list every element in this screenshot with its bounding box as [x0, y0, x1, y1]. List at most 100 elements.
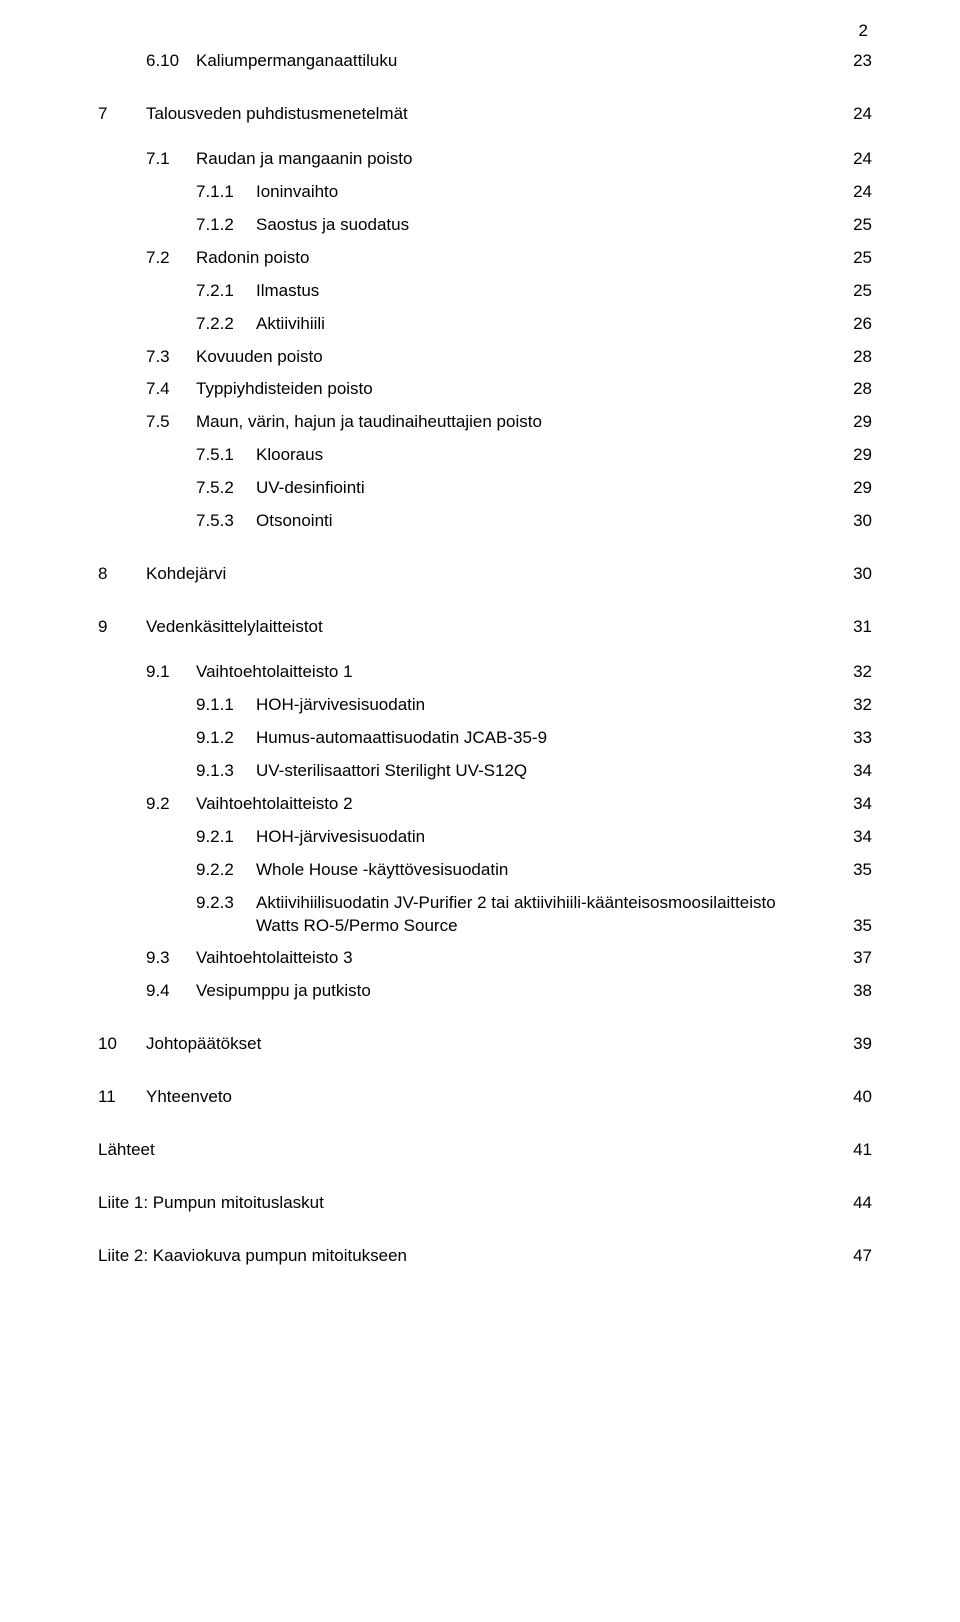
- toc-entry: 9.1.3UV-sterilisaattori Sterilight UV-S1…: [98, 760, 872, 783]
- toc-entry: 9.2.3Aktiivihiilisuodatin JV-Purifier 2 …: [98, 892, 872, 938]
- toc-entry-label: HOH-järvivesisuodatin: [256, 826, 840, 849]
- toc-entry-label: HOH-järvivesisuodatin: [256, 694, 840, 717]
- toc-entry: 7.3Kovuuden poisto28: [98, 346, 872, 369]
- toc-entry-page: 23: [840, 50, 872, 73]
- toc-entry-page: 31: [840, 616, 872, 639]
- toc-entry-number: 7.2.2: [196, 313, 256, 336]
- toc-entry-page: 41: [840, 1139, 872, 1162]
- toc-entry-label: Aktiivihiili: [256, 313, 840, 336]
- toc-entry-number: 9.1.1: [196, 694, 256, 717]
- toc-entry: 9Vedenkäsittelylaitteistot31: [98, 616, 872, 639]
- toc-entry-label: Whole House -käyttövesisuodatin: [256, 859, 840, 882]
- toc-entry-number: 9.2.3: [196, 892, 256, 915]
- toc-entry: 9.2.1HOH-järvivesisuodatin34: [98, 826, 872, 849]
- toc-entry-label: Saostus ja suodatus: [256, 214, 840, 237]
- toc-entry-page: 40: [840, 1086, 872, 1109]
- toc-entry: 9.4Vesipumppu ja putkisto38: [98, 980, 872, 1003]
- toc-entry-number: 7.5.1: [196, 444, 256, 467]
- toc-entry-number: 7.2: [146, 247, 196, 270]
- toc-entry-number: 8: [98, 563, 146, 586]
- toc-entry-number: 9.2: [146, 793, 196, 816]
- toc-entry: 6.10Kaliumpermanganaattiluku23: [98, 50, 872, 73]
- toc-entry-page: 30: [840, 510, 872, 533]
- toc-entry: 7.5Maun, värin, hajun ja taudinaiheuttaj…: [98, 411, 872, 434]
- toc-entry-page: 47: [840, 1245, 872, 1268]
- toc-entry: 10Johtopäätökset39: [98, 1033, 872, 1056]
- toc-entry-label-line1: Aktiivihiilisuodatin JV-Purifier 2 tai a…: [256, 893, 776, 912]
- toc-entry: 7.5.1Klooraus29: [98, 444, 872, 467]
- toc-entry-label: Kaliumpermanganaattiluku: [196, 50, 840, 73]
- toc-entry-page: 33: [840, 727, 872, 750]
- toc-entry: 9.1Vaihtoehtolaitteisto 132: [98, 661, 872, 684]
- toc-entry-label: Johtopäätökset: [146, 1033, 840, 1056]
- toc-entry: 7.1.1Ioninvaihto24: [98, 181, 872, 204]
- toc-entry-page: 39: [840, 1033, 872, 1056]
- toc-entry-label-line2: Watts RO-5/Permo Source: [256, 915, 828, 938]
- toc-entry-page: 28: [840, 346, 872, 369]
- toc-entry-page: 37: [840, 947, 872, 970]
- toc-entry-number: 9.2.1: [196, 826, 256, 849]
- toc-entry-label: Raudan ja mangaanin poisto: [196, 148, 840, 171]
- toc-entry-page: 24: [840, 148, 872, 171]
- toc-entry-page: 44: [840, 1192, 872, 1215]
- toc-entry: 7.1Raudan ja mangaanin poisto24: [98, 148, 872, 171]
- toc-entry-label: Vaihtoehtolaitteisto 2: [196, 793, 840, 816]
- toc-entry-page: 34: [840, 793, 872, 816]
- page-number: 2: [859, 20, 868, 43]
- toc-entry: 7.4Typpiyhdisteiden poisto28: [98, 378, 872, 401]
- toc-entry-label: Vesipumppu ja putkisto: [196, 980, 840, 1003]
- toc-entry-page: 30: [840, 563, 872, 586]
- toc-entry-page: 25: [840, 247, 872, 270]
- toc-entry-label: Liite 2: Kaaviokuva pumpun mitoitukseen: [98, 1245, 840, 1268]
- toc-entry: 9.1.1HOH-järvivesisuodatin32: [98, 694, 872, 717]
- toc-entry-label: Otsonointi: [256, 510, 840, 533]
- toc-entry-label: Vaihtoehtolaitteisto 3: [196, 947, 840, 970]
- toc-entry-number: 7.5: [146, 411, 196, 434]
- toc-entry: 9.1.2Humus-automaattisuodatin JCAB-35-93…: [98, 727, 872, 750]
- toc-entry-number: 7.2.1: [196, 280, 256, 303]
- toc-entry-number: 10: [98, 1033, 146, 1056]
- toc-entry-label: Klooraus: [256, 444, 840, 467]
- toc-entry: 7.1.2Saostus ja suodatus25: [98, 214, 872, 237]
- toc-entry: 9.2.2Whole House -käyttövesisuodatin35: [98, 859, 872, 882]
- toc-entry-page: 25: [840, 214, 872, 237]
- toc-entry-page: 34: [840, 760, 872, 783]
- toc-entry: 11Yhteenveto40: [98, 1086, 872, 1109]
- toc-entry-number: 7.3: [146, 346, 196, 369]
- toc-entry-page: 32: [840, 694, 872, 717]
- toc-entry-number: 7: [98, 103, 146, 126]
- toc-entry: Liite 1: Pumpun mitoituslaskut44: [98, 1192, 872, 1215]
- toc-entry-label: Kovuuden poisto: [196, 346, 840, 369]
- toc-entry-number: 9.3: [146, 947, 196, 970]
- document-page: 2 6.10Kaliumpermanganaattiluku23 7Talousv…: [0, 0, 960, 1622]
- toc-entry-number: 9.1.3: [196, 760, 256, 783]
- toc-entry-page: 29: [840, 477, 872, 500]
- toc-entry-label: Kohdejärvi: [146, 563, 840, 586]
- toc-entry-label: UV-sterilisaattori Sterilight UV-S12Q: [256, 760, 840, 783]
- toc-entry-page: 34: [840, 826, 872, 849]
- toc-entry-number: 6.10: [146, 50, 196, 73]
- toc-entry: 9.3Vaihtoehtolaitteisto 337: [98, 947, 872, 970]
- toc-entry-number: 9.4: [146, 980, 196, 1003]
- toc-entry-page: 25: [840, 280, 872, 303]
- toc-entry: 7Talousveden puhdistusmenetelmät24: [98, 103, 872, 126]
- toc-entry-label: Liite 1: Pumpun mitoituslaskut: [98, 1192, 840, 1215]
- toc-entry-label: Lähteet: [98, 1139, 840, 1162]
- toc-entry-number: 9: [98, 616, 146, 639]
- toc-entry-page: 29: [840, 411, 872, 434]
- toc-entry-label: UV-desinfiointi: [256, 477, 840, 500]
- toc-entry-page: 35: [840, 915, 872, 938]
- toc-entry-page: 32: [840, 661, 872, 684]
- toc-entry-label: Vaihtoehtolaitteisto 1: [196, 661, 840, 684]
- toc-entry: 7.2.1Ilmastus25: [98, 280, 872, 303]
- toc-entry-label: Radonin poisto: [196, 247, 840, 270]
- toc-entry-page: 29: [840, 444, 872, 467]
- toc-entry-page: 24: [840, 181, 872, 204]
- toc-entry-number: 9.1.2: [196, 727, 256, 750]
- toc-entry-label: Talousveden puhdistusmenetelmät: [146, 103, 840, 126]
- toc-entry-number: 7.1: [146, 148, 196, 171]
- toc-entry: 7.2Radonin poisto25: [98, 247, 872, 270]
- toc-entry-page: 35: [840, 859, 872, 882]
- toc-entry-number: 11: [98, 1086, 146, 1109]
- table-of-contents: 6.10Kaliumpermanganaattiluku23 7Talousved…: [98, 50, 872, 1268]
